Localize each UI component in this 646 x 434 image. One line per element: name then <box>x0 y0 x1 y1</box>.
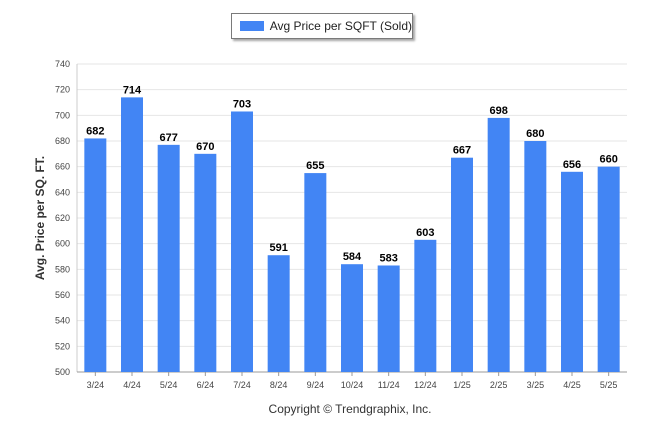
y-tick-label: 500 <box>55 367 70 377</box>
bars <box>84 97 620 373</box>
bar-value-label: 660 <box>599 154 617 166</box>
bar <box>267 255 290 372</box>
y-tick-label: 660 <box>55 162 70 172</box>
copyright-text: Copyright © Trendgraphix, Inc. <box>269 402 432 416</box>
x-tick-label: 10/24 <box>341 380 364 390</box>
value-labels: 682 714 677 670 703 591 655 584 583 603 667 698 680 6… <box>86 84 618 264</box>
bar-value-label: 677 <box>159 132 177 144</box>
y-tick-label: 560 <box>55 290 70 300</box>
bar <box>157 144 180 372</box>
y-tick-label: 620 <box>55 213 70 223</box>
bar-value-label: 698 <box>489 105 507 117</box>
bar <box>84 138 107 372</box>
x-tick-label: 4/24 <box>123 380 141 390</box>
bar-value-label: 655 <box>306 160 324 172</box>
y-tick-label: 740 <box>55 59 70 69</box>
bar <box>451 157 473 372</box>
bar <box>561 171 583 372</box>
bar-value-label: 680 <box>526 128 544 140</box>
x-tick-label: 9/24 <box>307 380 325 390</box>
x-tick-label: 5/24 <box>160 380 178 390</box>
legend-swatch <box>240 21 264 31</box>
bar <box>194 153 217 372</box>
bar-value-label: 703 <box>233 98 251 110</box>
y-tick-label: 520 <box>55 341 70 351</box>
y-tick-label: 680 <box>55 136 70 146</box>
bar-value-label: 603 <box>416 227 434 239</box>
legend-label: Avg Price per SQFT (Sold) <box>269 19 412 33</box>
bar <box>341 264 363 372</box>
x-tick-label: 7/24 <box>233 380 251 390</box>
bar <box>524 141 547 372</box>
bar-value-label: 670 <box>196 141 214 153</box>
chart-legend: Avg Price per SQFT (Sold) <box>231 13 413 39</box>
bar-value-label: 591 <box>269 242 287 254</box>
bar <box>231 111 253 372</box>
y-axis-ticks: 500 520 540 560 580 600 620 640 660 680 700 720 740 <box>55 59 70 377</box>
bar <box>121 97 143 372</box>
y-tick-label: 700 <box>55 110 70 120</box>
x-tick-label: 1/25 <box>453 380 471 390</box>
y-tick-label: 600 <box>55 239 70 249</box>
y-tick-label: 640 <box>55 187 70 197</box>
x-tick-label: 12/24 <box>414 380 437 390</box>
x-tick-label: 8/24 <box>270 380 288 390</box>
y-tick-label: 720 <box>55 85 70 95</box>
y-tick-label: 580 <box>55 264 70 274</box>
x-tick-label: 5/25 <box>600 380 618 390</box>
bar <box>487 117 510 373</box>
bar-value-label: 584 <box>343 251 362 263</box>
bar <box>414 239 437 372</box>
bar-value-label: 667 <box>453 145 471 157</box>
x-tick-label: 3/24 <box>87 380 105 390</box>
x-tick-label: 3/25 <box>527 380 545 390</box>
bar-value-label: 682 <box>86 125 104 137</box>
bar <box>597 166 620 372</box>
y-tick-label: 540 <box>55 316 70 326</box>
bar <box>377 265 400 372</box>
bar-value-label: 583 <box>379 252 397 264</box>
x-axis-ticks: 3/24 4/24 5/24 6/24 7/24 8/24 9/24 10/24 11/24 12… <box>87 372 618 390</box>
bar-value-label: 656 <box>563 159 581 171</box>
y-axis-title: Avg. Price per SQ. FT. <box>33 156 47 280</box>
bar <box>304 173 327 372</box>
bar-value-label: 714 <box>123 84 142 96</box>
x-tick-label: 2/25 <box>490 380 508 390</box>
x-tick-label: 11/24 <box>378 380 400 390</box>
x-tick-label: 4/25 <box>563 380 581 390</box>
x-tick-label: 6/24 <box>197 380 215 390</box>
